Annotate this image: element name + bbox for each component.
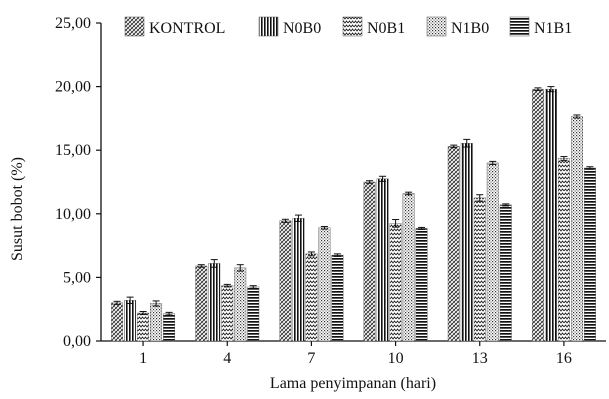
error-bar	[573, 114, 581, 119]
bar-n0b0-13	[460, 143, 473, 342]
bar-n1b0-1	[150, 303, 163, 342]
legend-label: N1B1	[534, 20, 572, 37]
bar-n1b1-7	[331, 254, 344, 342]
error-bar	[502, 203, 510, 207]
bar-kontrol-7	[279, 220, 292, 342]
error-bar	[210, 259, 218, 268]
legend-item-kontrol: KONTROL	[124, 16, 225, 37]
error-bar	[197, 264, 205, 268]
error-bar	[379, 175, 387, 182]
legend-label: N0B1	[367, 20, 405, 37]
error-bar	[547, 86, 555, 93]
bar-n0b1-4	[221, 285, 234, 342]
bar-n0b1-16	[557, 158, 570, 342]
legend-item-n1b1: N1B1	[509, 16, 572, 37]
bar-n1b0-7	[318, 227, 331, 342]
error-bar	[405, 191, 413, 196]
bar-kontrol-13	[447, 146, 460, 342]
legend-item-n0b0: N0B0	[258, 16, 321, 37]
bars	[111, 88, 596, 342]
bar-n0b1-13	[473, 197, 486, 342]
error-bar	[418, 226, 426, 230]
bar-n1b0-16	[570, 116, 583, 342]
bar-n0b1-10	[389, 223, 402, 342]
error-bar	[489, 160, 497, 165]
error-bar	[307, 251, 315, 257]
error-bar	[320, 226, 328, 230]
bar-n1b0-13	[486, 162, 499, 342]
x-tick-label: 10	[388, 350, 404, 367]
bar-n0b0-7	[292, 218, 305, 342]
error-bar	[560, 156, 568, 161]
bar-n0b0-10	[376, 178, 389, 342]
x-tick-label: 4	[223, 350, 231, 367]
x-axis-label: Lama penyimpanan (hari)	[270, 375, 436, 392]
error-bar	[249, 285, 257, 289]
legend-swatch	[124, 16, 145, 37]
legend-swatch	[426, 16, 447, 37]
y-axis-label: Susut bobot (%)	[9, 157, 26, 261]
x-tick-label: 1	[139, 350, 147, 367]
bar-n1b1-10	[415, 228, 428, 342]
error-bar	[586, 166, 594, 170]
legend-swatch	[258, 16, 279, 37]
y-tick-label: 15,00	[55, 142, 91, 159]
error-bars	[113, 86, 594, 316]
legend-label: KONTROL	[149, 20, 225, 37]
error-bar	[126, 296, 134, 304]
error-bar	[113, 300, 121, 305]
error-bar	[476, 194, 484, 202]
bar-n1b1-4	[247, 286, 260, 342]
bar-n0b0-16	[544, 88, 557, 342]
error-bar	[450, 144, 458, 149]
error-bar	[294, 214, 302, 222]
y-tick-label: 25,00	[55, 15, 91, 32]
error-bar	[366, 180, 374, 184]
y-tick-label: 5,00	[63, 269, 91, 286]
error-bar	[333, 253, 341, 257]
error-bar	[139, 310, 147, 316]
x-tick-label: 13	[472, 350, 488, 367]
bar-n1b1-13	[499, 204, 512, 342]
bar-kontrol-16	[531, 88, 544, 342]
bar-n0b1-7	[305, 253, 318, 342]
legend-label: N1B0	[451, 20, 489, 37]
error-bar	[281, 218, 289, 223]
error-bar	[236, 264, 244, 272]
y-tick-label: 0,00	[63, 333, 91, 350]
bar-n0b0-1	[124, 300, 137, 342]
error-bar	[463, 138, 471, 148]
legend-item-n1b0: N1B0	[426, 16, 489, 37]
bar-n1b0-4	[234, 267, 247, 342]
error-bar	[223, 283, 231, 288]
legend-swatch	[342, 16, 363, 37]
x-tick-label: 7	[307, 350, 315, 367]
axes: 0,00 5,00 10,00 15,00 20,00 25,00 1 4 7 10 13 16	[55, 15, 606, 367]
bar-n1b1-16	[583, 167, 596, 342]
bar-kontrol-1	[111, 302, 124, 342]
legend: KONTROL N0B0 N0B1 N1B0 N1B1	[124, 16, 572, 37]
legend-label: N0B0	[283, 20, 321, 37]
error-bar	[534, 87, 542, 91]
error-bar	[152, 300, 160, 307]
error-bar	[165, 311, 173, 316]
bar-kontrol-10	[363, 181, 376, 342]
x-tick-label: 16	[556, 350, 572, 367]
bar-n1b0-10	[402, 193, 415, 342]
y-tick-label: 10,00	[55, 206, 91, 223]
bar-kontrol-4	[195, 265, 208, 342]
bar-n0b0-4	[208, 263, 221, 342]
error-bar	[392, 219, 400, 228]
legend-swatch	[509, 16, 530, 37]
bar-n1b1-1	[163, 313, 176, 342]
legend-item-n0b1: N0B1	[342, 16, 405, 37]
y-tick-label: 20,00	[55, 79, 91, 96]
bar-n0b1-1	[137, 312, 150, 342]
